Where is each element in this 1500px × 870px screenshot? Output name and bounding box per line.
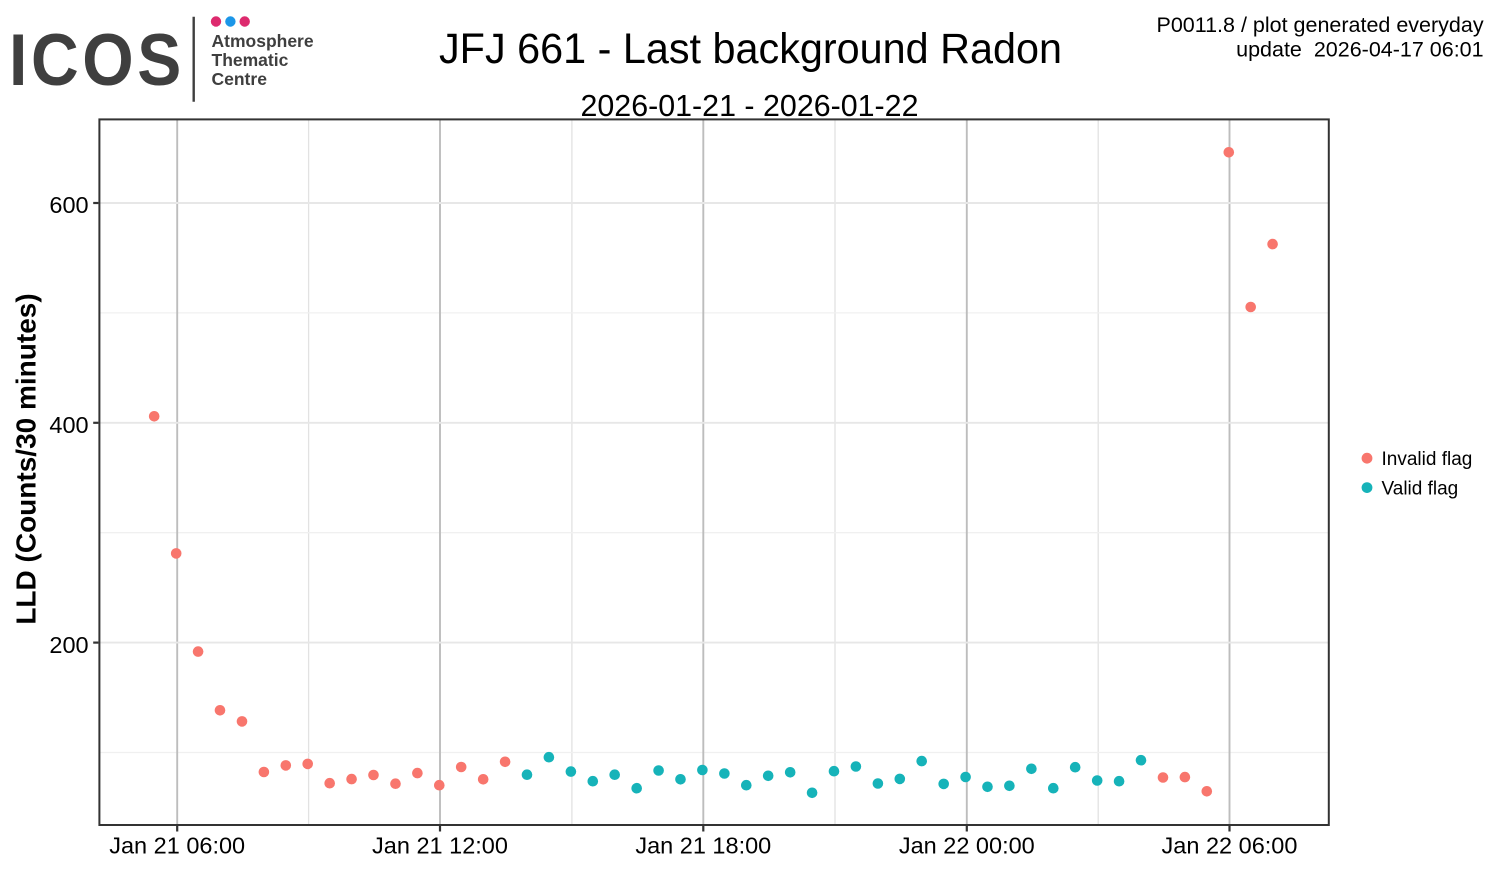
svg-text:Jan 22 00:00: Jan 22 00:00 (899, 833, 1035, 859)
svg-text:update 2026-04-17 06:01: update 2026-04-17 06:01 (1236, 38, 1483, 62)
svg-text:P0011.8 / plot generated every: P0011.8 / plot generated everyday (1156, 13, 1483, 37)
svg-text:Invalid flag: Invalid flag (1382, 449, 1473, 470)
svg-text:Jan 21 18:00: Jan 21 18:00 (635, 833, 771, 859)
svg-text:Valid flag: Valid flag (1382, 479, 1459, 500)
svg-text:JFJ 661 - Last background Rado: JFJ 661 - Last background Radon (439, 26, 1062, 73)
svg-text:200: 200 (49, 632, 88, 658)
svg-text:Centre: Centre (212, 69, 268, 89)
svg-text:Thematic: Thematic (212, 50, 289, 70)
svg-text:Jan 22 06:00: Jan 22 06:00 (1162, 833, 1298, 859)
svg-text:Jan 21 06:00: Jan 21 06:00 (109, 833, 245, 859)
svg-text:600: 600 (49, 192, 88, 218)
svg-text:2026-01-21 - 2026-01-22: 2026-01-21 - 2026-01-22 (581, 88, 919, 123)
svg-text:Atmosphere: Atmosphere (212, 31, 314, 51)
svg-text:400: 400 (49, 412, 88, 438)
svg-text:ICOS: ICOS (9, 20, 185, 101)
svg-text:Jan 21 12:00: Jan 21 12:00 (372, 833, 508, 859)
svg-text:LLD (Counts/30 minutes): LLD (Counts/30 minutes) (11, 293, 42, 624)
